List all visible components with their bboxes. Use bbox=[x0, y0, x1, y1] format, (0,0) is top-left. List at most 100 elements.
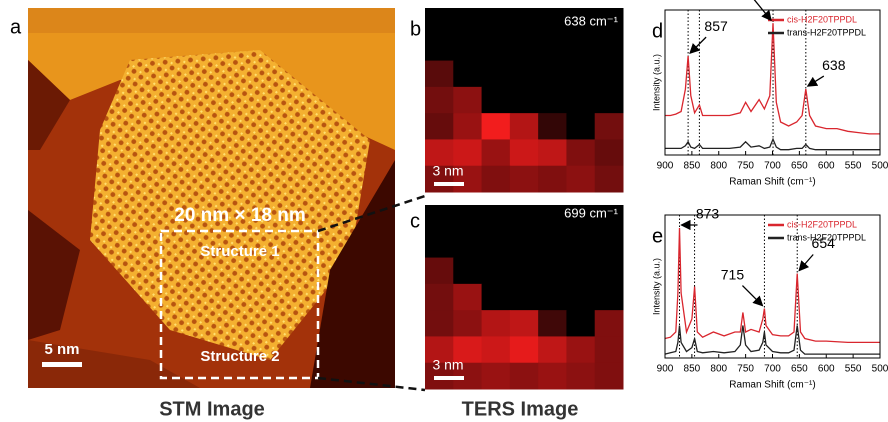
heat-cell bbox=[510, 87, 539, 114]
heat-cell bbox=[595, 258, 624, 285]
x-tick-label: 600 bbox=[818, 161, 835, 172]
heat-cell bbox=[595, 284, 624, 311]
heat-cell bbox=[595, 336, 624, 363]
x-tick-label: 650 bbox=[791, 161, 808, 172]
scale-bar bbox=[434, 182, 464, 186]
heat-cell bbox=[510, 258, 539, 285]
heat-cell bbox=[425, 34, 454, 61]
heat-cell bbox=[595, 231, 624, 258]
heat-cell bbox=[453, 231, 482, 258]
heat-cell bbox=[510, 336, 539, 363]
heat-cell bbox=[453, 113, 482, 140]
heat-cell bbox=[453, 61, 482, 88]
heat-cell bbox=[482, 205, 511, 232]
heat-cell bbox=[510, 139, 539, 166]
spectrum-line bbox=[665, 139, 880, 150]
heat-cell bbox=[510, 61, 539, 88]
x-tick-label: 700 bbox=[764, 161, 781, 172]
heat-cell bbox=[538, 205, 567, 232]
y-axis-label: Intensity (a.u.) bbox=[651, 54, 661, 111]
heat-cell bbox=[595, 363, 624, 390]
heat-cell bbox=[566, 363, 595, 390]
heat-cell bbox=[538, 34, 567, 61]
box-label: 20 nm × 18 nm bbox=[174, 205, 305, 226]
wavenumber-label: 699 cm⁻¹ bbox=[564, 205, 618, 220]
heat-cell bbox=[538, 336, 567, 363]
heat-cell bbox=[566, 231, 595, 258]
heat-cell bbox=[510, 363, 539, 390]
heat-cell bbox=[453, 8, 482, 35]
x-tick-label: 700 bbox=[764, 364, 781, 375]
x-tick-label: 900 bbox=[657, 364, 674, 375]
heat-cell bbox=[566, 166, 595, 193]
heat-cell bbox=[538, 310, 567, 337]
panel-label: e bbox=[652, 225, 663, 247]
heat-cell bbox=[482, 8, 511, 35]
heat-cell bbox=[482, 113, 511, 140]
heat-cell bbox=[453, 34, 482, 61]
x-axis-label: Raman Shift (cm⁻¹) bbox=[729, 380, 815, 391]
heat-cell bbox=[566, 34, 595, 61]
heat-cell bbox=[510, 310, 539, 337]
x-tick-label: 800 bbox=[710, 161, 727, 172]
peak-label: 715 bbox=[721, 266, 745, 282]
heat-cell bbox=[566, 284, 595, 311]
scale-bar-label: 3 nm bbox=[432, 163, 463, 179]
peak-label: 654 bbox=[812, 235, 836, 251]
heat-cell bbox=[538, 87, 567, 114]
heat-cell bbox=[453, 310, 482, 337]
heat-cell bbox=[482, 34, 511, 61]
heat-cell bbox=[482, 284, 511, 311]
caption: STM Image bbox=[159, 398, 265, 420]
heat-cell bbox=[538, 8, 567, 35]
spectrum-line bbox=[665, 228, 880, 342]
heat-cell bbox=[425, 284, 454, 311]
panel-label: b bbox=[410, 18, 421, 40]
x-tick-label: 850 bbox=[684, 161, 701, 172]
heat-cell bbox=[425, 61, 454, 88]
peak-arrow bbox=[799, 255, 813, 271]
caption: TERS Image bbox=[462, 398, 579, 420]
panel-label: d bbox=[652, 20, 663, 42]
x-tick-label: 500 bbox=[872, 364, 888, 375]
heat-cell bbox=[453, 87, 482, 114]
heat-cell bbox=[538, 113, 567, 140]
x-tick-label: 750 bbox=[737, 364, 754, 375]
heat-cell bbox=[566, 310, 595, 337]
panel-label: c bbox=[410, 210, 420, 232]
scale-bar-label: 5 nm bbox=[44, 341, 79, 358]
peak-label: 873 bbox=[696, 206, 720, 222]
x-tick-label: 850 bbox=[684, 364, 701, 375]
heat-cell bbox=[510, 8, 539, 35]
legend-label: trans-H2F20TPPDL bbox=[787, 27, 866, 37]
scale-bar bbox=[42, 362, 82, 367]
heat-cell bbox=[425, 310, 454, 337]
heat-cell bbox=[425, 8, 454, 35]
heat-cell bbox=[595, 113, 624, 140]
heat-cell bbox=[425, 87, 454, 114]
legend-label: cis-H2F20TPPDL bbox=[787, 219, 857, 229]
heat-cell bbox=[595, 166, 624, 193]
panel-label: a bbox=[10, 16, 22, 38]
heat-cell bbox=[538, 363, 567, 390]
heat-cell bbox=[482, 336, 511, 363]
spectrum-line bbox=[665, 23, 880, 134]
heat-cell bbox=[595, 61, 624, 88]
heat-cell bbox=[595, 87, 624, 114]
peak-label: 638 bbox=[822, 57, 846, 73]
scale-bar-label: 3 nm bbox=[432, 357, 463, 373]
heat-cell bbox=[482, 231, 511, 258]
heat-cell bbox=[538, 284, 567, 311]
legend-label: cis-H2F20TPPDL bbox=[787, 14, 857, 24]
heat-cell bbox=[425, 231, 454, 258]
heat-cell bbox=[510, 231, 539, 258]
peak-arrow bbox=[808, 76, 824, 86]
x-tick-label: 750 bbox=[737, 161, 754, 172]
heat-cell bbox=[510, 113, 539, 140]
structure-label: Structure 1 bbox=[200, 243, 279, 260]
heat-cell bbox=[595, 139, 624, 166]
heat-cell bbox=[538, 61, 567, 88]
heat-cell bbox=[510, 34, 539, 61]
peak-arrow bbox=[690, 37, 706, 53]
